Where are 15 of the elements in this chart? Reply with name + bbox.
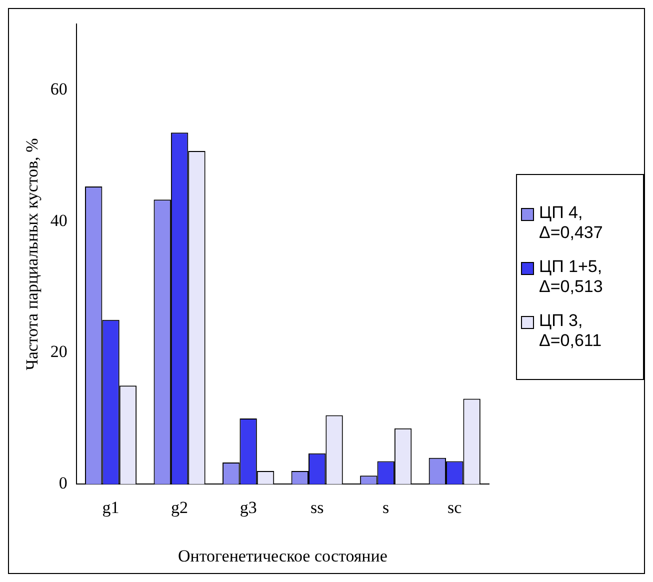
x-tick-label: s xyxy=(382,498,390,517)
legend-label: ЦП 3, Δ=0,611 xyxy=(539,311,603,351)
x-tick-label: ss xyxy=(310,498,324,517)
x-tick-label: g3 xyxy=(240,498,257,517)
x-axis-title: Онтогенетическое состояние xyxy=(178,546,388,566)
x-tick-label: g2 xyxy=(171,498,188,517)
legend-label: ЦП 1+5, Δ=0,513 xyxy=(539,257,604,297)
y-tick-label: 0 xyxy=(58,474,68,493)
legend-label: ЦП 4, Δ=0,437 xyxy=(539,203,604,243)
x-tick-label: g1 xyxy=(102,498,120,517)
x-tick-label: sc xyxy=(448,498,462,517)
y-tick-label: 60 xyxy=(50,79,68,98)
y-tick-label: 20 xyxy=(50,342,68,362)
y-axis-title: Частота парциальных кустов, % xyxy=(22,138,42,370)
y-tick-label: 40 xyxy=(50,210,68,230)
